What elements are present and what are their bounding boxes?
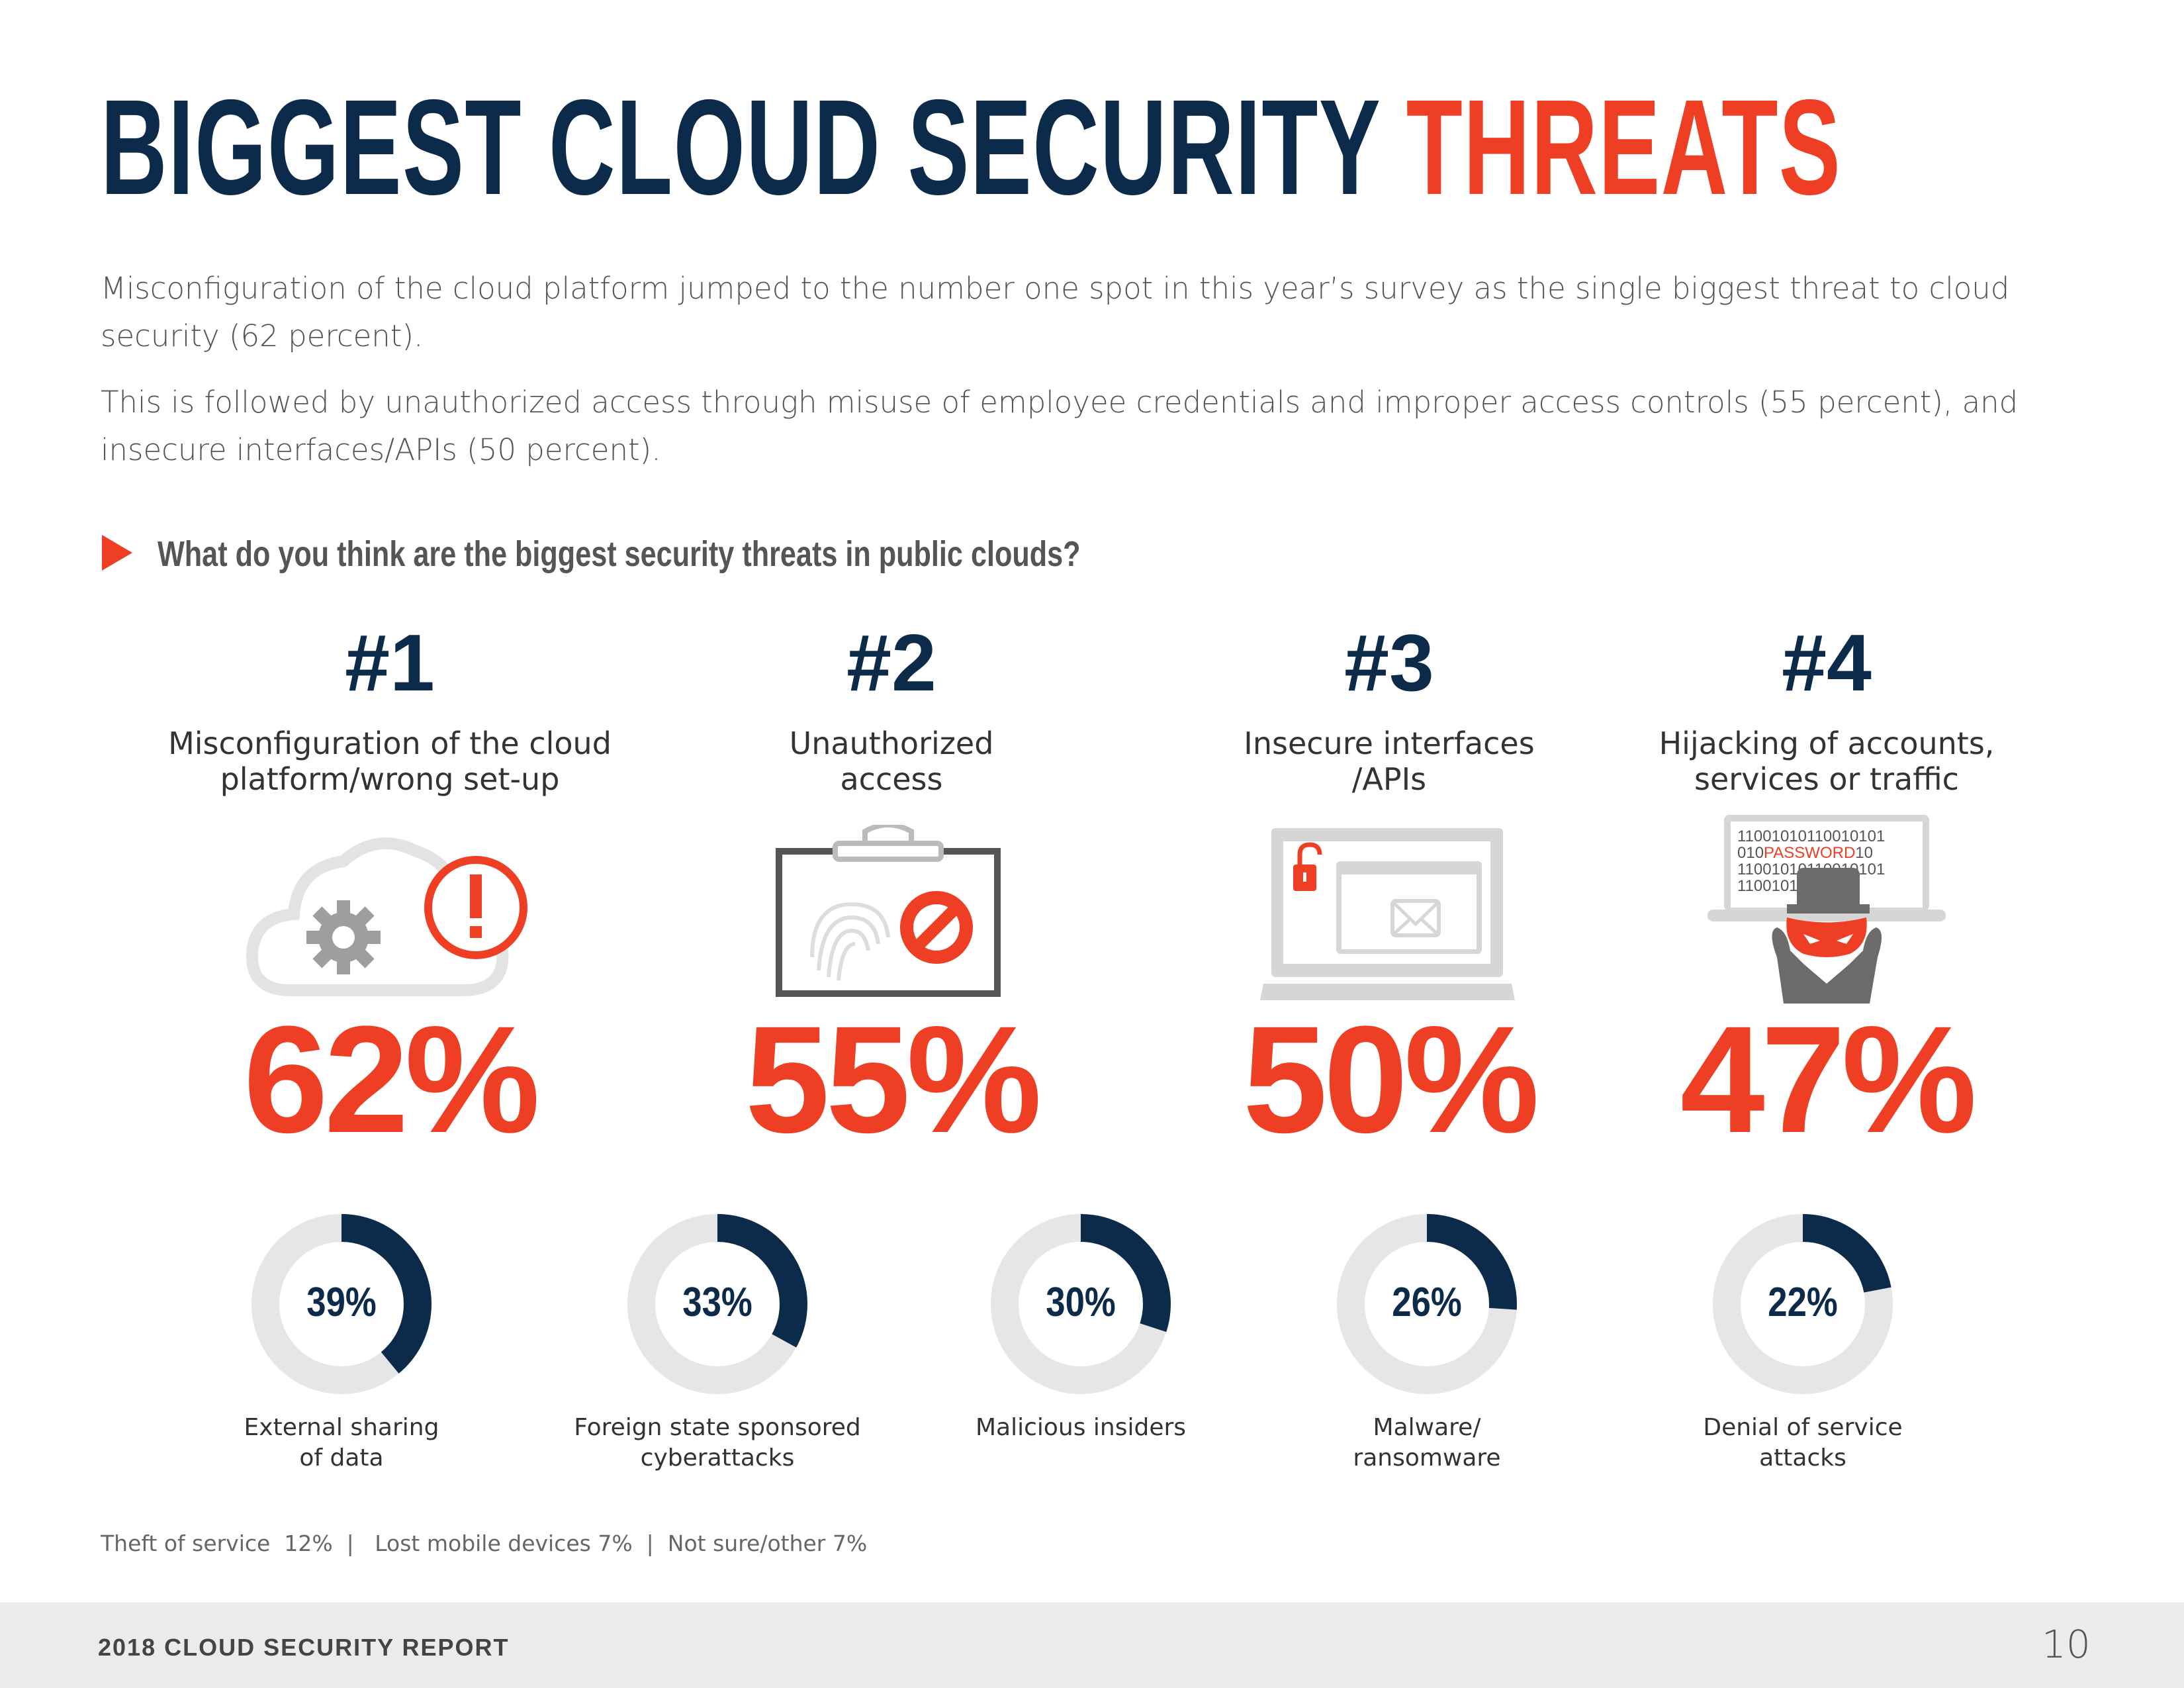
- donut-label: External sharing of data: [244, 1414, 439, 1472]
- donut-arc: [991, 1214, 1171, 1394]
- donut-label: Denial of service attacks: [1703, 1414, 1903, 1472]
- intro-paragraph-1: Misconfiguration of the cloud platform j…: [101, 271, 2010, 353]
- other-threats-footnote: Theft of service 12% | Lost mobile devic…: [101, 1530, 868, 1556]
- donut-chart: 30%: [991, 1214, 1171, 1394]
- donut-chart: 26%: [1337, 1214, 1517, 1394]
- donut-item: 33% Foreign state sponsored cyberattacks: [532, 1211, 903, 1474]
- donut-item: 30% Malicious insiders: [895, 1211, 1266, 1443]
- threat-label: Insecure interfaces /APIs: [1244, 726, 1535, 797]
- laptop-unlocked-mail-icon: [1124, 805, 1654, 1004]
- donut-arc: [1713, 1214, 1893, 1394]
- intro-paragraph-2: This is followed by unauthorized access …: [101, 385, 2019, 467]
- donut-label: Malicious insiders: [975, 1414, 1187, 1441]
- threat-card-4: #4 Hijacking of accounts, services or tr…: [1562, 622, 2091, 1156]
- threat-label: Hijacking of accounts, services or traff…: [1659, 726, 1995, 797]
- donut-chart: 22%: [1713, 1214, 1893, 1394]
- threat-percent: 62%: [243, 994, 540, 1164]
- screen-text-line: 1100101011001010​1: [1737, 827, 1885, 845]
- donut-percent: 39%: [306, 1280, 376, 1325]
- donut-item: 39% External sharing of data: [156, 1211, 527, 1474]
- fingerprint-blocked-icon: [627, 805, 1156, 1004]
- play-arrow-icon: [102, 535, 132, 571]
- threat-rank: #1: [345, 618, 435, 708]
- threat-card-2: #2 Unauthorized access 55%: [627, 622, 1156, 1156]
- hacker-password-icon: 1100101011001010​1 010PASSWORD10 1100101…: [1562, 805, 2091, 1004]
- threat-percent: 55%: [745, 994, 1042, 1164]
- page-title: BIGGEST CLOUD SECURITY THREATS: [101, 79, 1841, 215]
- donut-arc: [627, 1214, 807, 1394]
- donut-percent: 33%: [682, 1280, 752, 1325]
- threat-label: Unauthorized access: [789, 726, 994, 797]
- title-accent: THREATS: [1406, 71, 1842, 223]
- donut-percent: 26%: [1392, 1280, 1461, 1325]
- threat-card-1: #1 Misconfiguration of the cloud platfor…: [125, 622, 655, 1156]
- survey-question: What do you think are the biggest securi…: [158, 534, 1081, 574]
- threat-rank: #4: [1782, 618, 1872, 708]
- title-main: BIGGEST CLOUD SECURITY: [101, 71, 1406, 223]
- donut-label: Malware/ ransomware: [1353, 1414, 1501, 1472]
- donut-arc: [1337, 1214, 1517, 1394]
- donut-label: Foreign state sponsored cyberattacks: [574, 1414, 861, 1472]
- donut-percent: 22%: [1768, 1280, 1837, 1325]
- donut-arc: [251, 1214, 432, 1394]
- threat-label: Misconfiguration of the cloud platform/w…: [168, 726, 612, 797]
- threat-percent: 47%: [1680, 994, 1977, 1164]
- page-number: 10: [2042, 1622, 2091, 1667]
- donut-percent: 30%: [1046, 1280, 1115, 1325]
- donut-item: 22% Denial of service attacks: [1617, 1211, 1988, 1474]
- threat-card-3: #3 Insecure interfaces /APIs 50%: [1124, 622, 1654, 1156]
- threat-rank: #3: [1344, 618, 1434, 708]
- report-name: 2018 CLOUD SECURITY REPORT: [98, 1634, 510, 1661]
- donut-chart: 39%: [251, 1214, 432, 1394]
- threat-rank: #2: [846, 618, 936, 708]
- threat-percent: 50%: [1242, 994, 1539, 1164]
- cloud-gear-alert-icon: [125, 805, 655, 1004]
- screen-text-password-line: 010PASSWORD10: [1737, 844, 1873, 862]
- page-footer: [0, 1603, 2184, 1688]
- donut-item: 26% Malware/ ransomware: [1242, 1211, 1612, 1474]
- donut-chart: 33%: [627, 1214, 807, 1394]
